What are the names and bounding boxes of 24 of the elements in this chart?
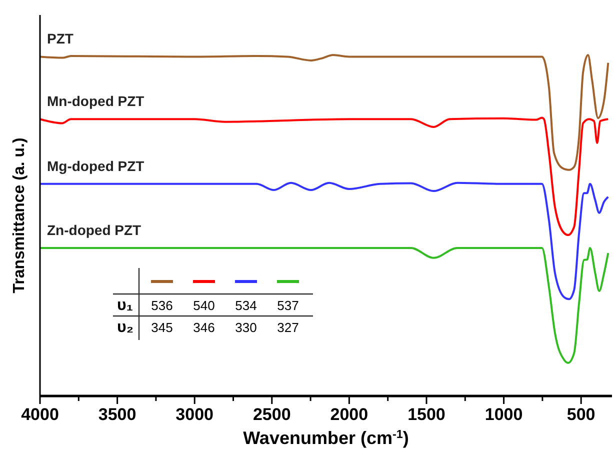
x-tick-label: 3000 [176, 405, 214, 424]
x-axis-title: Wavenumber (cm$^{-1}$) [243, 428, 409, 448]
annotation: 537 [277, 298, 299, 313]
annotation: 327 [277, 320, 299, 335]
annotation: 534 [235, 298, 257, 313]
annotation: 345 [151, 320, 173, 335]
annotation: υ₂ [117, 319, 134, 336]
series-label: PZT [47, 30, 74, 47]
x-tick-label: 1000 [484, 405, 523, 424]
annotation: 346 [193, 320, 215, 335]
annotation: 330 [235, 320, 257, 335]
series-label: Mg-doped PZT [47, 158, 145, 174]
x-tick-label: 1500 [408, 405, 446, 424]
annotation: 536 [151, 298, 173, 313]
series-label: Zn-doped PZT [47, 222, 142, 238]
x-tick-label: 2000 [330, 405, 368, 424]
y-axis-title: Transmittance (a. u.) [11, 138, 28, 294]
x-tick-label: 500 [566, 405, 596, 424]
annotation: υ₁ [117, 297, 134, 314]
series-label: Mn-doped PZT [47, 93, 145, 110]
x-tick-label: 2500 [252, 405, 291, 424]
x-tick-label: 3500 [98, 405, 136, 424]
annotation: 540 [193, 298, 215, 313]
x-tick-label: 4000 [21, 405, 59, 424]
